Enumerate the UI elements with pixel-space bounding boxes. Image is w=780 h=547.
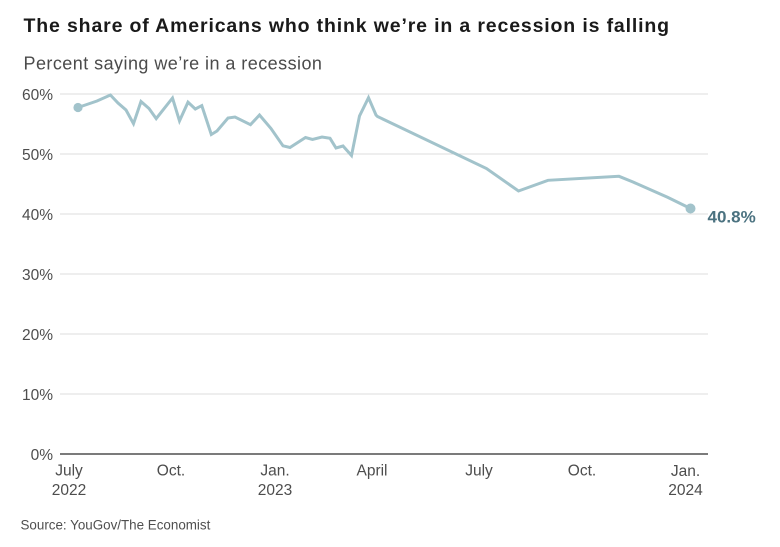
svg-text:Oct.: Oct. xyxy=(568,463,596,480)
svg-text:2022: 2022 xyxy=(52,482,86,499)
svg-text:Percent saying we’re in a rece: Percent saying we’re in a recession xyxy=(24,53,323,73)
svg-text:April: April xyxy=(356,463,387,480)
svg-text:40%: 40% xyxy=(22,207,53,224)
svg-text:2024: 2024 xyxy=(668,482,703,499)
svg-text:The share of Americans who thi: The share of Americans who think we’re i… xyxy=(24,15,670,37)
svg-text:Source: YouGov/The Economist: Source: YouGov/The Economist xyxy=(21,517,211,532)
svg-text:July: July xyxy=(465,463,493,480)
svg-text:50%: 50% xyxy=(22,147,53,164)
svg-text:40.8%: 40.8% xyxy=(708,207,756,226)
svg-text:July: July xyxy=(55,463,83,480)
svg-text:0%: 0% xyxy=(31,447,54,464)
svg-text:10%: 10% xyxy=(22,387,53,404)
svg-text:20%: 20% xyxy=(22,327,53,344)
svg-text:2023: 2023 xyxy=(258,482,292,499)
svg-text:Jan.: Jan. xyxy=(671,463,700,480)
svg-text:60%: 60% xyxy=(22,87,53,104)
svg-text:Oct.: Oct. xyxy=(157,463,185,480)
svg-text:30%: 30% xyxy=(22,267,53,284)
svg-text:Jan.: Jan. xyxy=(260,463,289,480)
